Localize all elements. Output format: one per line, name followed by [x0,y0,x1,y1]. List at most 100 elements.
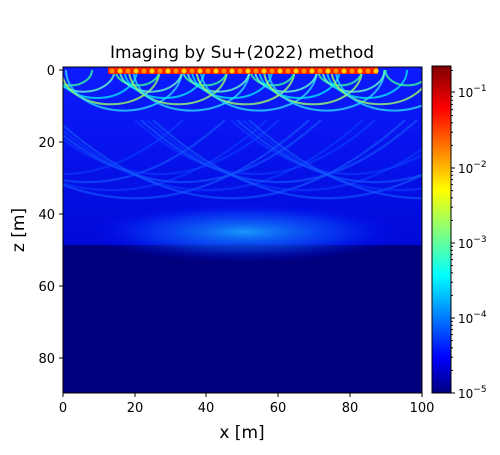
band-dot [301,68,307,74]
x-tick-label: 40 [198,401,215,416]
band-dot [365,68,371,74]
diffraction-arc [242,119,422,192]
colorbar-tick-label: 10−2 [458,160,487,176]
shallow-arc [254,69,318,93]
colorbar-tick-label: 10−4 [458,310,487,326]
band-dot [261,68,267,74]
band-dot [245,68,251,74]
band-dot [349,68,355,74]
band-dot [117,68,123,74]
shallow-arc [186,69,251,93]
plot-frame [62,66,423,394]
band-dot [181,68,187,74]
diffraction-arc [248,119,422,200]
chart-title: Imaging by Su+(2022) method [110,43,374,63]
shallow-arc [119,69,183,93]
shallow-arc [258,69,341,99]
shallow-arc [200,69,318,112]
diffraction-arcs [63,119,422,200]
band-dot [125,68,131,74]
band-dot [157,68,163,74]
colorbar-minor-ticks [451,69,453,371]
heatmap-image [63,67,422,393]
very-high-amplitude-band [108,67,378,74]
band-dot [373,68,379,74]
shallow-arc [384,69,422,87]
x-tick-label: 100 [410,401,435,416]
diffraction-arc [63,119,310,200]
band-dot [237,68,243,74]
shallow-arc [191,69,273,99]
y-tick-label: 60 [38,280,55,295]
band-dot [333,68,339,74]
shallow-arc [195,69,296,106]
y-tick-label: 40 [38,208,55,223]
y-tick-label: 0 [47,64,55,79]
bright-focus-zone [85,202,405,262]
colorbar-tick-label: 10−1 [458,84,487,100]
x-tick-label: 60 [270,401,287,416]
shallow-arc [326,69,408,99]
diffraction-arc [230,119,422,176]
x-tick-label: 20 [127,401,144,416]
shallow-arc [335,69,422,112]
diffraction-arc [140,119,418,184]
band-dot [357,68,363,74]
shallow-arc [123,69,206,99]
band-dot [309,68,315,74]
diffraction-arc [63,119,280,176]
diffraction-arc [63,119,268,192]
band-dot [149,68,155,74]
diffraction-arc [63,119,184,176]
shallow-arc [63,69,116,93]
colorbar-tick-label: 10−5 [458,385,487,401]
shallow-arc [63,69,161,106]
shallow-arc [267,69,386,112]
x-axis: 0 20 40 60 80 100 x [m] [59,393,435,443]
band-dot [341,68,347,74]
y-tick-label: 20 [38,136,55,151]
band-dot [189,68,195,74]
colorbar: 10−5 10−4 10−3 10−2 10−1 [431,65,487,401]
y-axis: 0 20 40 60 80 z [m] [9,64,63,367]
x-axis-label: x [m] [219,423,264,443]
band-dot [253,68,259,74]
diffraction-arc [63,119,364,192]
shallow-arc [128,69,228,106]
shallow-high-amplitude-arcs [63,69,422,112]
colorbar-ticks [451,91,455,394]
band-dot [205,68,211,74]
shallow-arc [321,69,386,93]
band-dot [213,68,219,74]
band-dot [165,68,171,74]
x-tick-label: 0 [59,401,67,416]
band-dot [197,68,203,74]
band-dot [141,68,147,74]
diffraction-arc [236,119,422,184]
band-dot [277,68,283,74]
shallow-arc [63,69,138,99]
shallow-arc [132,69,251,112]
y-tick-label: 80 [38,352,55,367]
diffraction-arc [134,119,376,176]
band-dot [269,68,275,74]
band-dot [133,68,139,74]
band-dot [293,68,299,74]
colorbar-tick-label: 10−3 [458,235,487,251]
band-dot [317,68,323,74]
diffraction-arc [146,119,422,192]
band-dot [325,68,331,74]
shallow-arc [65,69,183,112]
y-axis-label: z [m] [9,208,29,252]
x-tick-label: 80 [342,401,359,416]
band-dot [173,68,179,74]
band-texture [109,68,379,74]
shallow-arc [263,69,363,106]
band-dot [109,68,115,74]
band-dot [229,68,235,74]
shallow-arc [330,69,422,106]
band-dot [221,68,227,74]
diffraction-arc [63,119,406,200]
colorbar-gradient [431,65,452,394]
